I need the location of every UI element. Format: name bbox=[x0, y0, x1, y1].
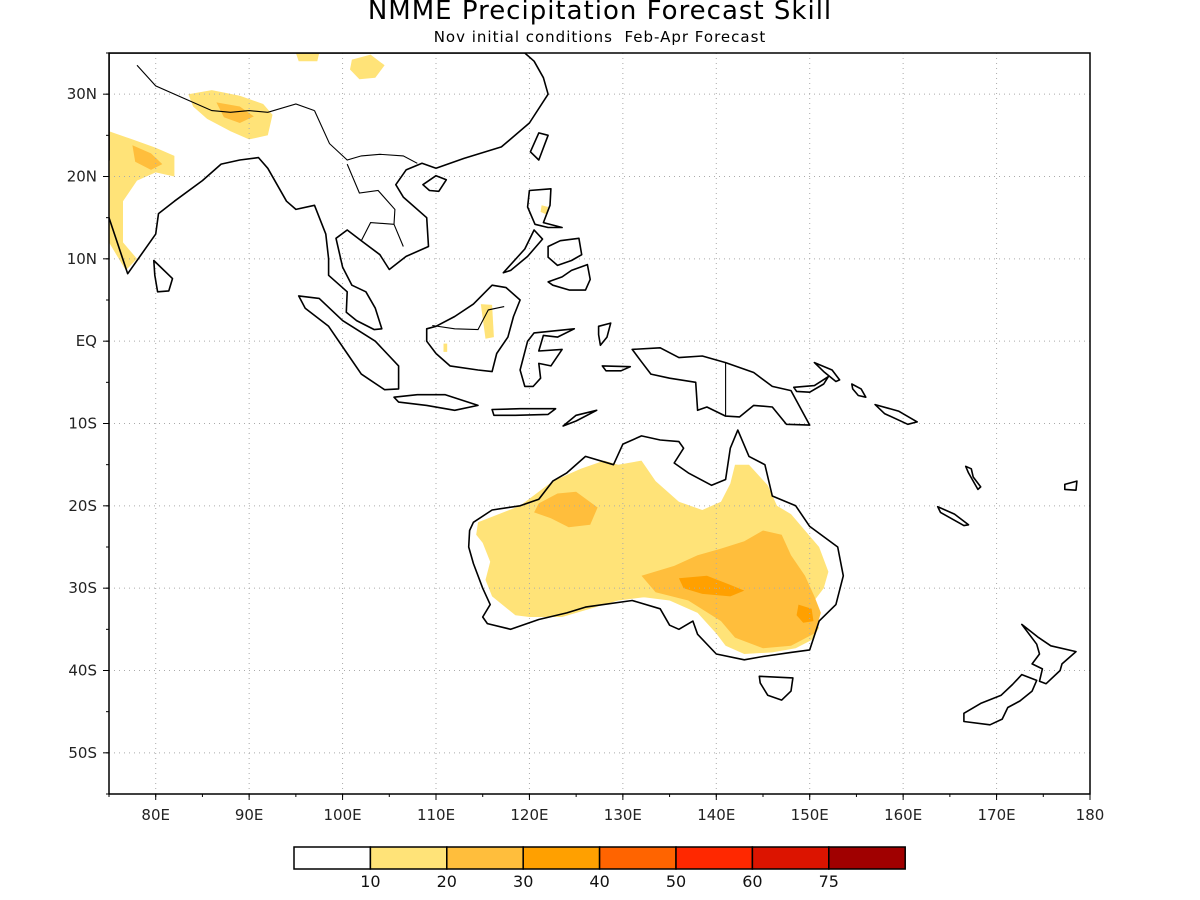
graticule bbox=[109, 53, 1090, 794]
coastline-vanuatu bbox=[964, 465, 982, 491]
lon-tick-label: 160E bbox=[884, 806, 922, 824]
coastline-fiji bbox=[1064, 480, 1078, 492]
map-title: NMME Precipitation Forecast Skill bbox=[367, 0, 833, 26]
lat-tick-label: 20S bbox=[68, 497, 97, 515]
coastline-asia bbox=[109, 53, 549, 331]
lon-tick-label: 120E bbox=[510, 806, 548, 824]
lon-tick-label: 170E bbox=[978, 806, 1016, 824]
coastline-nz-north bbox=[1020, 623, 1077, 685]
lat-tick-label: 30N bbox=[67, 85, 97, 103]
skill-area-10 bbox=[480, 304, 494, 339]
coastline-timor bbox=[562, 409, 598, 427]
colorbar-label-40: 40 bbox=[589, 872, 609, 891]
colorbar-label-30: 30 bbox=[513, 872, 533, 891]
skill-area-4 bbox=[678, 575, 745, 597]
lon-tick-label: 80E bbox=[141, 806, 170, 824]
coastline-new-caledonia bbox=[936, 505, 970, 527]
border-himalaya bbox=[136, 64, 315, 113]
colorbar: 10 20 30 40 50 60 75 bbox=[293, 846, 906, 891]
skill-area-14 bbox=[443, 343, 448, 352]
coastline-bougainville bbox=[850, 383, 867, 399]
colorbar-label-50: 50 bbox=[666, 872, 686, 891]
lat-tick-label: 30S bbox=[68, 579, 97, 597]
skill-area-7 bbox=[132, 145, 163, 170]
coastline-borneo bbox=[425, 284, 521, 373]
colorbar-swatch-2 bbox=[446, 846, 524, 870]
coastline-sumatra bbox=[297, 295, 400, 391]
coastlines bbox=[109, 53, 1078, 726]
coastline-solomons bbox=[874, 403, 919, 426]
coastline-flores-sumbawa bbox=[491, 407, 557, 417]
lon-tick-label: 100E bbox=[324, 806, 362, 824]
coastline-new-guinea bbox=[631, 346, 811, 426]
border-thai-cambodia bbox=[360, 222, 395, 241]
coastline-new-ireland bbox=[813, 361, 841, 383]
colorbar-swatch-0 bbox=[293, 846, 372, 870]
coastline-luzon bbox=[526, 188, 563, 229]
lon-tick-label: 90E bbox=[235, 806, 264, 824]
coastline-mindanao bbox=[547, 263, 592, 291]
border-indochina bbox=[313, 110, 418, 164]
country-borders bbox=[136, 64, 727, 417]
lat-tick-label: EQ bbox=[76, 332, 97, 350]
skill-area-12 bbox=[295, 53, 320, 62]
skill-area-9 bbox=[216, 102, 254, 123]
axis-ticks: 30N 20N 10N EQ 10S 20S 30S 40S 50S 80E 90E 100E 110E… bbox=[67, 52, 1105, 824]
border-mekong bbox=[346, 163, 404, 247]
colorbar-label-20: 20 bbox=[437, 872, 457, 891]
skill-area-13 bbox=[540, 205, 549, 215]
border-borneo-border bbox=[432, 306, 505, 331]
colorbar-swatch-7 bbox=[828, 846, 906, 870]
colorbar-label-60: 60 bbox=[742, 872, 762, 891]
colorbar-label-75: 75 bbox=[819, 872, 839, 891]
lat-tick-label: 10S bbox=[68, 415, 97, 433]
colorbar-swatch-4 bbox=[598, 846, 677, 870]
colorbar-swatch-3 bbox=[522, 846, 601, 870]
colorbar-label-10: 10 bbox=[360, 872, 380, 891]
lon-tick-label: 110E bbox=[417, 806, 455, 824]
skill-area-11 bbox=[350, 54, 385, 80]
coastline-taiwan bbox=[529, 132, 549, 161]
coastline-mindoro-palawan bbox=[502, 229, 544, 274]
lon-tick-label: 180 bbox=[1076, 806, 1105, 824]
colorbar-swatch-5 bbox=[675, 846, 754, 870]
coastline-sri-lanka bbox=[153, 259, 174, 293]
lat-tick-label: 20N bbox=[67, 168, 97, 186]
coastline-halmahera bbox=[597, 322, 612, 347]
coastline-nz-south bbox=[963, 673, 1038, 726]
skill-area-2 bbox=[534, 491, 598, 528]
lat-tick-label: 40S bbox=[68, 662, 97, 680]
lon-tick-label: 150E bbox=[791, 806, 829, 824]
map-subtitle: Nov initial conditions Feb-Apr Forecast bbox=[433, 28, 767, 46]
colorbar-swatch-6 bbox=[751, 846, 830, 870]
coastline-hainan bbox=[422, 174, 448, 193]
coastline-sulawesi bbox=[519, 327, 576, 388]
lat-tick-label: 10N bbox=[67, 250, 97, 268]
coastline-seram bbox=[601, 365, 632, 372]
coastline-new-britain bbox=[792, 375, 830, 394]
lat-tick-label: 50S bbox=[68, 744, 97, 762]
coastline-australia bbox=[467, 429, 845, 661]
coastline-tasmania bbox=[758, 675, 794, 701]
lon-tick-label: 130E bbox=[604, 806, 642, 824]
coastline-java bbox=[393, 393, 479, 412]
lon-tick-label: 140E bbox=[697, 806, 735, 824]
colorbar-swatch-1 bbox=[369, 846, 448, 870]
coastline-visayas bbox=[547, 237, 583, 267]
skill-shading bbox=[109, 53, 829, 654]
